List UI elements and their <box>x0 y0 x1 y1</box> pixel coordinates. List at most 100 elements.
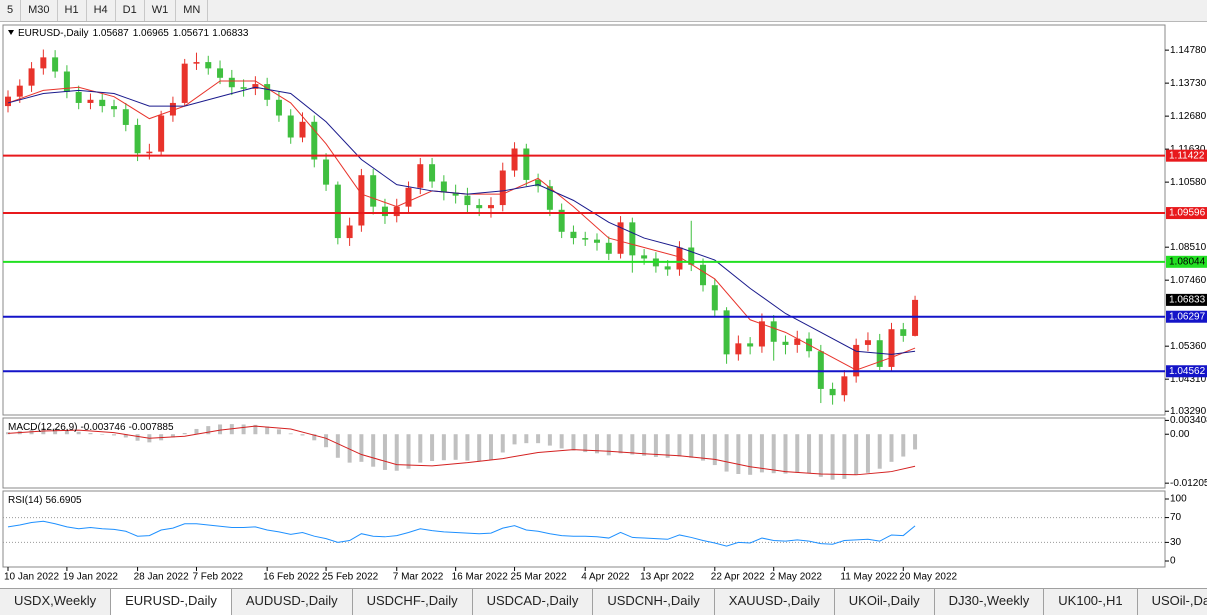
timeframe-button[interactable]: H4 <box>87 0 116 21</box>
macd-bar <box>618 434 623 454</box>
candle-body <box>87 99 94 103</box>
signal-line <box>7 425 916 476</box>
ohlc-value: 1.05671 <box>173 28 210 39</box>
macd-bar <box>359 434 364 462</box>
chart-tab[interactable]: XAUUSD-,Daily <box>715 589 835 615</box>
candle-body <box>205 62 212 69</box>
indicator-header: RSI(14) 56.6905 <box>8 495 82 506</box>
y-tick-label: 100 <box>1170 494 1187 505</box>
candle-body <box>700 264 707 286</box>
candle-body <box>381 206 388 217</box>
y-tick-label: 0.00 <box>1170 429 1190 440</box>
y-tick-label: 70 <box>1170 512 1182 523</box>
macd-bar <box>642 434 647 456</box>
macd-bar <box>901 434 906 457</box>
chart-tab[interactable]: USOil-,Daily <box>1138 589 1207 615</box>
macd-bar <box>677 434 682 457</box>
x-tick-label: 25 Feb 2022 <box>322 572 379 583</box>
candle-body <box>582 238 589 240</box>
macd-bar <box>241 424 246 435</box>
chart-tab[interactable]: UKOil-,Daily <box>835 589 935 615</box>
candle-body <box>28 68 35 86</box>
x-tick-label: 7 Feb 2022 <box>192 572 243 583</box>
ohlc-value: 1.06833 <box>212 28 249 39</box>
chart-tab[interactable]: DJ30-,Weekly <box>935 589 1045 615</box>
candle-body <box>299 121 306 138</box>
macd-bar <box>913 434 918 450</box>
macd-bar <box>88 433 93 435</box>
chart-tab[interactable]: USDCAD-,Daily <box>473 589 594 615</box>
macd-bar <box>182 433 187 435</box>
candle-body <box>688 247 695 265</box>
candle-body <box>452 192 459 196</box>
indicator-value: 56.6905 <box>45 495 82 506</box>
macd-bar <box>512 434 517 445</box>
candle-body <box>570 231 577 239</box>
x-tick-label: 19 Jan 2022 <box>63 572 118 583</box>
candle-body <box>181 63 188 103</box>
candle-body <box>158 115 165 152</box>
candle-body <box>52 57 59 72</box>
x-tick-label: 16 Mar 2022 <box>452 572 509 583</box>
x-tick-label: 11 May 2022 <box>840 572 898 583</box>
timeframe-button[interactable]: MN <box>176 0 209 21</box>
macd-bar <box>394 434 399 471</box>
x-tick-label: 10 Jan 2022 <box>4 572 59 583</box>
macd-bar <box>112 434 117 436</box>
y-tick-label: 1.10580 <box>1170 177 1207 188</box>
rsi-line <box>7 520 916 547</box>
candle-body <box>888 329 895 367</box>
y-tick-label: 1.07460 <box>1170 275 1207 286</box>
level-label: 1.09596 <box>1169 208 1206 219</box>
timeframe-button[interactable]: H1 <box>58 0 87 21</box>
candle-body <box>405 187 412 207</box>
y-tick-label: -0.012058 <box>1170 478 1207 489</box>
x-tick-label: 25 Mar 2022 <box>511 572 568 583</box>
macd-bar <box>500 434 505 453</box>
y-tick-label: 1.12680 <box>1170 111 1207 122</box>
macd-bar <box>818 434 823 477</box>
chart-tab[interactable]: UK100-,H1 <box>1044 589 1138 615</box>
macd-bar <box>653 434 658 457</box>
candle-body <box>487 205 494 209</box>
chart-header: EURUSD-,Daily 1.05687 1.06965 1.05671 1.0683… <box>18 28 249 39</box>
candle-body <box>535 179 542 187</box>
macd-bar <box>889 434 894 462</box>
level-label-box <box>1166 310 1207 323</box>
candle-body <box>169 102 176 116</box>
chart-tab[interactable]: USDX,Weekly <box>0 589 112 615</box>
macd-bar <box>536 434 541 444</box>
main-panel <box>2 24 1166 416</box>
timeframe-button[interactable]: D1 <box>116 0 145 21</box>
macd-bar <box>571 434 576 451</box>
indicator-value: -0.003746 <box>80 422 125 433</box>
macd-bar <box>135 434 140 441</box>
y-tick-label: 1.05360 <box>1170 341 1207 352</box>
candle-body <box>841 376 848 396</box>
candle-body <box>111 106 118 110</box>
chart-tab[interactable]: USDCNH-,Daily <box>593 589 715 615</box>
macd-bar <box>830 434 835 480</box>
macd-bar <box>583 434 588 453</box>
chart-tab[interactable]: AUDUSD-,Daily <box>232 589 353 615</box>
macd-bar <box>559 434 564 449</box>
timeframe-button[interactable]: 5 <box>0 0 22 21</box>
chart-tab[interactable]: USDCHF-,Daily <box>353 589 473 615</box>
macd-bar <box>877 434 882 469</box>
candle-body <box>499 170 506 206</box>
indicator-name: RSI(14) <box>8 495 42 506</box>
candle-body <box>323 159 330 185</box>
x-tick-label: 28 Jan 2022 <box>134 572 189 583</box>
macd-bar <box>689 434 694 458</box>
chart-tabs: USDX,Weekly EURUSD-,Daily AUDUSD-,Daily USD… <box>0 588 1207 615</box>
macd-bar <box>170 434 175 438</box>
candle-body <box>311 121 318 160</box>
candle-body <box>393 206 400 217</box>
timeframe-button[interactable]: W1 <box>145 0 177 21</box>
price-label: 1.06833 <box>1169 295 1206 306</box>
macd-bar <box>382 434 387 470</box>
candle-body <box>723 310 730 355</box>
chart-tab[interactable]: EURUSD-,Daily <box>111 589 232 615</box>
timeframe-button[interactable]: M30 <box>21 0 58 21</box>
candle-body <box>523 148 530 180</box>
